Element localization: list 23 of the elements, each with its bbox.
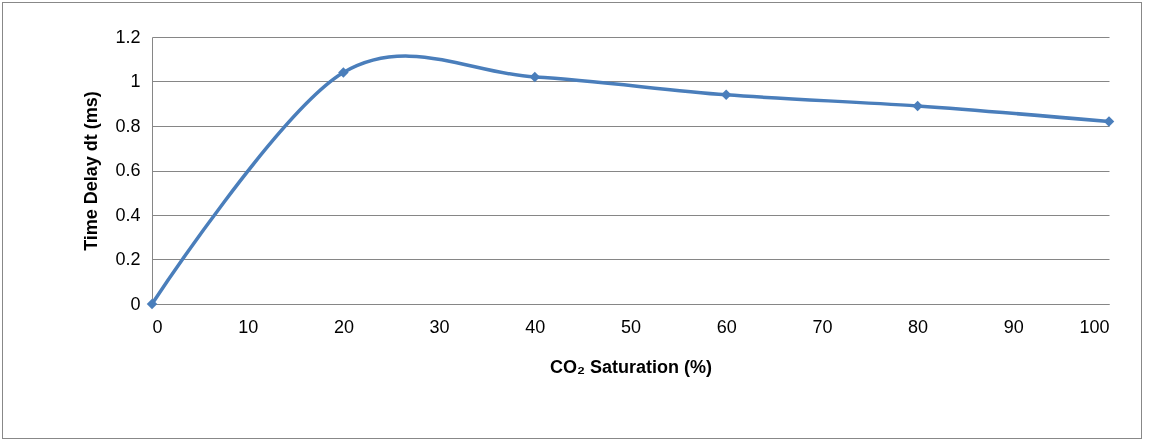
x-tick-label: 80 [908, 316, 929, 337]
y-tick-label: 0 [130, 293, 141, 314]
y-tick-label: 0.6 [115, 160, 141, 180]
y-tick-label: 1.2 [115, 26, 141, 47]
point [146, 298, 158, 310]
x-tick-label: 10 [238, 316, 259, 337]
x-tick-label: 70 [812, 316, 833, 337]
x-tick-label: 20 [333, 316, 354, 337]
y-axis-title: Time Delay dt (ms) [81, 91, 102, 251]
point [912, 100, 923, 112]
x-tick-label: 40 [525, 316, 546, 337]
x-axis-title: CO₂ Saturation (%) [550, 356, 713, 377]
y-tick-label: 0.8 [115, 115, 141, 136]
x-tick-label: 0 [152, 316, 163, 337]
point [338, 67, 349, 78]
x-tick-label: 50 [620, 316, 642, 337]
x-tick-label: 30 [429, 316, 450, 337]
x-tick-label: 60 [716, 316, 737, 337]
x-tick-label: 100 [1079, 316, 1110, 337]
y-tick-label: 0.2 [115, 249, 141, 269]
x-tick-label: 90 [1003, 316, 1024, 337]
y-tick-label: 1 [130, 71, 141, 91]
y-tick-label: 0.4 [115, 204, 141, 225]
